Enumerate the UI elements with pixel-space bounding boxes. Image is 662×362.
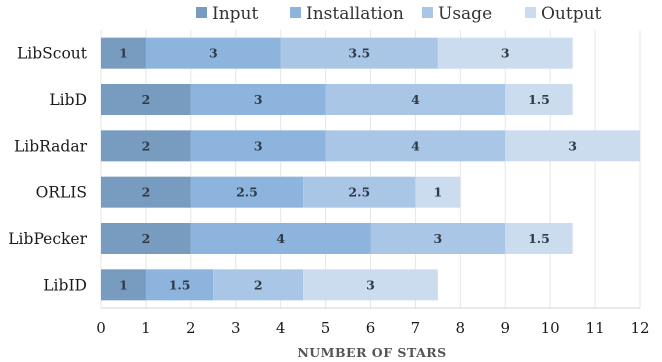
category-label: LibID [43, 276, 87, 294]
x-tick-label: 3 [231, 319, 241, 337]
bar-segment [415, 176, 461, 208]
data-label: 2 [142, 138, 151, 153]
legend-label: Usage [438, 4, 492, 24]
bar-segment [190, 84, 326, 115]
x-tick-label: 0 [96, 319, 106, 337]
data-label: 4 [411, 138, 420, 153]
bar-segment [101, 269, 146, 301]
data-label: 2 [142, 231, 151, 246]
category-label: LibD [49, 91, 87, 109]
x-tick-label: 4 [276, 319, 286, 337]
legend-label: Input [212, 4, 258, 24]
data-label: 1.5 [528, 231, 550, 246]
bar-segment [505, 223, 573, 254]
data-label: 3 [568, 138, 577, 153]
x-tick-label: 8 [456, 319, 466, 337]
category-label: LibScout [17, 45, 88, 63]
data-label: 1 [119, 277, 128, 292]
bar-segment [190, 130, 326, 162]
bar-segment [145, 269, 214, 301]
bar-segment [505, 130, 640, 162]
x-tick-label: 6 [366, 319, 376, 337]
data-label: 1.5 [169, 277, 191, 292]
legend-swatch [290, 7, 301, 18]
data-label: 2.5 [348, 185, 370, 200]
x-tick-label: 11 [586, 319, 605, 337]
data-label: 3 [501, 46, 510, 61]
bar-segment [437, 37, 573, 69]
data-label: 2.5 [236, 185, 258, 200]
data-label: 1 [434, 185, 443, 200]
x-tick-label: 10 [541, 319, 560, 337]
bar-segment [325, 130, 506, 162]
bar-segment [505, 84, 573, 115]
bar-segment [190, 176, 304, 208]
bar-segment [303, 176, 416, 208]
data-label: 3 [254, 138, 263, 153]
x-tick-label: 7 [411, 319, 421, 337]
bar-segment [101, 130, 191, 162]
x-tick-labels: 0 1 2 3 4 5 6 7 8 9 10 11 12 [96, 319, 649, 337]
data-label: 1.5 [528, 92, 550, 107]
x-tick-label: 9 [500, 319, 510, 337]
x-tick-label: 12 [630, 319, 649, 337]
category-labels: LibScout LibD LibRadar ORLIS LibPecker LibID [8, 45, 88, 295]
bars: 1 3 3.5 3 2 3 4 1.5 2 3 4 3 2 2.5 2.5 1 2 4 3 1.5 1 1.5 2 3 [101, 37, 640, 301]
category-label: LibRadar [14, 137, 88, 155]
bar-segment [280, 37, 438, 69]
data-label: 1 [119, 46, 128, 61]
bar-segment [101, 37, 146, 69]
bar-segment [213, 269, 304, 301]
x-tick-label: 1 [141, 319, 151, 337]
bar-segment [101, 84, 191, 115]
bar-segment [101, 176, 191, 208]
category-label: ORLIS [36, 184, 87, 202]
data-label: 2 [254, 277, 263, 292]
bar-segment [303, 269, 438, 301]
legend-swatch [196, 7, 207, 18]
category-label: LibPecker [8, 230, 87, 248]
bar-segment [145, 37, 281, 69]
bar-segment [190, 223, 371, 254]
legend-swatch [525, 7, 536, 18]
legend-label: Output [541, 4, 602, 24]
x-tick-label: 5 [321, 319, 331, 337]
data-label: 2 [142, 185, 151, 200]
legend-swatch [422, 7, 433, 18]
bar-segment [325, 84, 506, 115]
data-label: 3.5 [348, 46, 370, 61]
x-tick-label: 2 [186, 319, 196, 337]
data-label: 3 [366, 277, 375, 292]
data-label: 2 [142, 92, 151, 107]
data-label: 3 [254, 92, 263, 107]
data-label: 4 [276, 231, 285, 246]
data-label: 4 [411, 92, 420, 107]
legend-label: Installation [306, 4, 404, 24]
x-axis-title: NUMBER OF STARS [297, 345, 446, 360]
data-label: 3 [434, 231, 443, 246]
bar-segment [101, 223, 191, 254]
legend: Input Installation Usage Output [196, 4, 602, 24]
grid [100, 30, 641, 309]
bar-segment [370, 223, 506, 254]
data-label: 3 [209, 46, 218, 61]
